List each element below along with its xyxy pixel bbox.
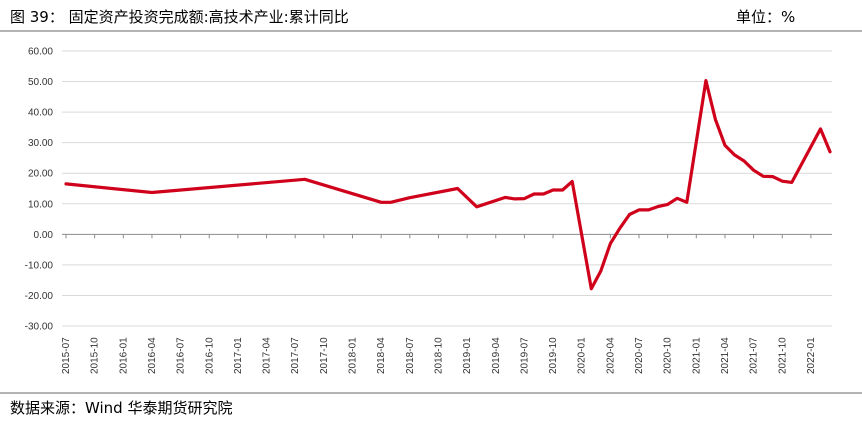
data-point <box>523 197 526 200</box>
x-tick-label: 2017-07 <box>290 337 301 374</box>
data-point <box>771 175 774 178</box>
x-tick-label: 2022-01 <box>806 337 817 374</box>
x-tick-label: 2019-07 <box>519 337 530 374</box>
x-tick-label: 2021-04 <box>720 337 731 374</box>
data-point <box>714 118 717 121</box>
line-chart: 60.00 50.00 40.00 30.00 20.00 10.00 0.00 -10.00… <box>25 47 832 374</box>
data-point <box>150 191 154 194</box>
x-tick-label: 2018-07 <box>405 337 416 374</box>
data-point <box>647 208 650 212</box>
data-point <box>64 182 68 186</box>
data-point <box>379 201 383 204</box>
x-tick-label: 2018-04 <box>376 337 387 374</box>
x-tick-label: 2015-10 <box>90 337 101 374</box>
x-tick-label: 2020-04 <box>605 337 616 374</box>
x-tick-label: 2017-04 <box>262 337 273 374</box>
x-tick-label: 2017-10 <box>319 337 330 374</box>
x-tick-label: 2018-01 <box>348 337 359 374</box>
x-tick-label: 2015-07 <box>61 337 72 374</box>
bottom-divider <box>0 392 862 394</box>
y-tick-label: -10.00 <box>25 260 54 271</box>
y-tick-label: 60.00 <box>28 47 53 58</box>
x-tick-label: 2016-10 <box>204 337 215 374</box>
data-point <box>790 181 793 184</box>
x-tick-label: 2016-01 <box>118 337 129 374</box>
x-tick-label: 2019-10 <box>548 337 559 374</box>
data-point <box>742 159 746 163</box>
data-point <box>532 192 536 196</box>
x-tick-label: 2020-07 <box>634 337 645 374</box>
data-point <box>723 144 727 147</box>
data-point <box>752 168 755 172</box>
figure-title: 图 39： 固定资产投资完成额:高技术产业:累计同比 <box>10 8 349 26</box>
data-point <box>685 201 688 204</box>
data-point <box>656 205 660 208</box>
data-point <box>456 187 459 190</box>
data-point <box>504 196 507 199</box>
x-tick-label: 2021-07 <box>749 337 760 374</box>
data-point <box>828 150 832 154</box>
y-tick-label: 20.00 <box>28 169 53 180</box>
data-point <box>542 192 545 196</box>
y-tick-label: -30.00 <box>25 322 54 333</box>
x-tick-label: 2020-01 <box>577 337 588 374</box>
y-tick-label: 40.00 <box>28 108 53 119</box>
top-divider <box>0 30 862 32</box>
x-tick-label: 2021-01 <box>691 337 702 374</box>
data-point <box>637 208 641 212</box>
data-point <box>513 197 517 201</box>
data-point <box>599 269 602 273</box>
data-point <box>561 188 564 192</box>
data-point <box>389 201 392 204</box>
x-tick-label: 2019-04 <box>491 337 502 374</box>
data-point <box>628 213 631 216</box>
y-tick-label: 10.00 <box>28 199 53 210</box>
y-tick-label: 30.00 <box>28 138 53 149</box>
data-point <box>819 127 822 131</box>
source-note: 数据来源：Wind 华泰期货研究院 <box>10 399 233 417</box>
data-point <box>618 227 622 230</box>
data-point <box>303 178 306 181</box>
x-tick-label: 2018-10 <box>433 337 444 374</box>
y-tick-label: 50.00 <box>28 77 53 88</box>
unit-label: 单位：% <box>736 8 796 26</box>
data-point <box>408 196 411 199</box>
data-point <box>761 175 765 178</box>
x-tick-label: 2016-04 <box>147 337 158 374</box>
data-point <box>676 197 679 200</box>
data-point <box>733 153 736 157</box>
data-point <box>666 203 669 206</box>
x-tick-label: 2016-07 <box>176 337 187 374</box>
x-tick-label: 2017-01 <box>233 337 244 374</box>
data-point <box>609 242 612 245</box>
data-point <box>570 180 574 183</box>
data-point <box>551 188 555 192</box>
figure-header: 图 39： 固定资产投资完成额:高技术产业:累计同比 单位：% <box>0 0 862 30</box>
x-tick-label: 2021-10 <box>777 337 788 374</box>
data-point <box>590 287 593 290</box>
data-point <box>475 205 478 209</box>
data-point <box>781 179 784 183</box>
y-tick-label: 0.00 <box>34 230 54 241</box>
x-tick-label: 2020-10 <box>663 337 674 374</box>
data-point <box>704 79 708 82</box>
x-tick-label: 2019-01 <box>462 337 473 374</box>
y-tick-label: -20.00 <box>25 291 54 302</box>
